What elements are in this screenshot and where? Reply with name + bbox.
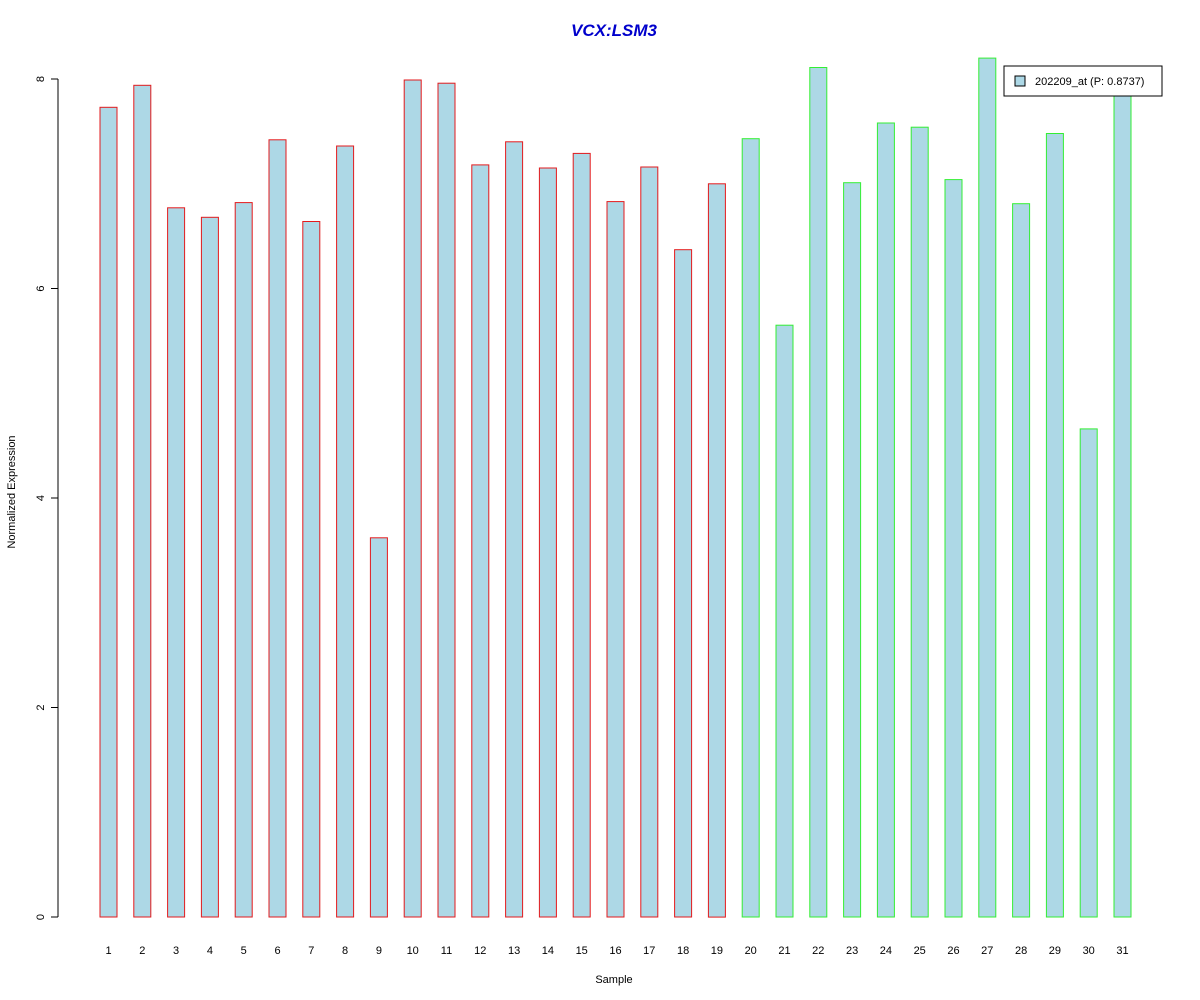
x-tick-label: 23	[846, 945, 858, 957]
bar-sample-8	[336, 145, 355, 918]
bar-sample-7	[302, 221, 321, 918]
x-tick-label: 11	[441, 945, 452, 957]
x-tick-label: 18	[677, 945, 689, 957]
chart-title: VCX:LSM3	[571, 21, 658, 40]
x-tick-label: 30	[1083, 945, 1095, 957]
legend-swatch	[1014, 75, 1026, 87]
bar-sample-28	[1012, 203, 1031, 918]
bar-sample-11	[437, 82, 456, 918]
y-tick-label: 4	[35, 495, 47, 501]
bar-sample-6	[268, 139, 287, 918]
bar-sample-9	[369, 537, 388, 918]
x-tick-labels: 1 2 3 4 5 6 7 8 9 10 11 12 13 14 15 16 17 18 19 20 21 22 23 24 2…	[105, 945, 1128, 957]
x-tick-label: 19	[711, 945, 723, 957]
bar-sample-24	[876, 122, 895, 918]
bar-sample-2	[133, 84, 152, 918]
y-tick-label: 2	[35, 704, 47, 710]
bar-sample-4	[200, 216, 219, 918]
x-tick-label: 4	[207, 945, 213, 957]
x-tick-label: 31	[1116, 945, 1128, 957]
y-tick-label: 0	[35, 914, 47, 920]
x-tick-label: 29	[1049, 945, 1061, 957]
x-tick-label: 1	[105, 945, 111, 957]
bar-sample-12	[471, 164, 490, 918]
x-tick-label: 26	[947, 945, 959, 957]
y-tick-label: 8	[35, 76, 47, 82]
bar-sample-10	[403, 79, 422, 918]
x-tick-label: 15	[576, 945, 588, 957]
x-tick-label: 20	[745, 945, 757, 957]
legend: 202209_at (P: 0.8737)	[1003, 65, 1163, 97]
bar-sample-18	[674, 249, 693, 918]
bar-sample-1	[99, 106, 118, 918]
x-tick-label: 5	[241, 945, 247, 957]
bar-sample-22	[809, 67, 828, 918]
x-tick-label: 10	[407, 945, 419, 957]
y-axis: 0 2 4 6 8	[35, 76, 59, 920]
x-tick-label: 9	[376, 945, 382, 957]
bar-sample-15	[572, 152, 591, 918]
bar-sample-17	[640, 166, 659, 918]
bar-sample-23	[843, 182, 862, 918]
bar-sample-29	[1045, 133, 1064, 918]
bars-group	[99, 57, 1132, 918]
bar-sample-31	[1113, 87, 1132, 918]
x-tick-label: 14	[542, 945, 554, 957]
bar-sample-25	[910, 126, 929, 918]
legend-box	[1003, 65, 1163, 97]
x-tick-label: 25	[914, 945, 926, 957]
x-tick-label: 16	[609, 945, 621, 957]
legend-label: 202209_at (P: 0.8737)	[1035, 76, 1144, 88]
x-tick-label: 8	[342, 945, 348, 957]
x-tick-label: 27	[981, 945, 993, 957]
bar-sample-19	[707, 183, 726, 918]
x-tick-label: 6	[274, 945, 280, 957]
x-tick-label: 13	[508, 945, 520, 957]
bar-sample-26	[944, 179, 963, 918]
bar-sample-3	[167, 207, 186, 918]
x-tick-label: 24	[880, 945, 892, 957]
y-axis-label: Normalized Expression	[6, 435, 18, 548]
bar-sample-21	[775, 324, 794, 918]
x-tick-label: 12	[474, 945, 486, 957]
x-tick-label: 22	[812, 945, 824, 957]
x-axis-label: Sample	[595, 974, 632, 986]
bar-sample-16	[606, 201, 625, 918]
bar-sample-20	[741, 138, 760, 918]
bar-sample-30	[1079, 428, 1098, 918]
x-tick-label: 2	[139, 945, 145, 957]
x-tick-label: 21	[778, 945, 790, 957]
bar-sample-5	[234, 202, 253, 918]
bar-sample-13	[505, 141, 524, 918]
x-tick-label: 17	[643, 945, 655, 957]
x-tick-label: 28	[1015, 945, 1027, 957]
y-tick-label: 6	[35, 285, 47, 291]
x-tick-label: 7	[308, 945, 314, 957]
bar-sample-27	[978, 57, 997, 918]
bar-sample-14	[538, 167, 557, 918]
x-tick-label: 3	[173, 945, 179, 957]
